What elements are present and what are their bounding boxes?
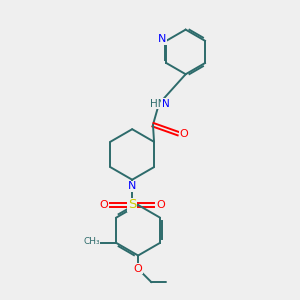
Text: N: N bbox=[162, 99, 169, 109]
Text: S: S bbox=[128, 199, 136, 212]
Text: O: O bbox=[134, 264, 142, 274]
Text: CH₃: CH₃ bbox=[83, 237, 100, 246]
Text: O: O bbox=[99, 200, 108, 210]
Text: O: O bbox=[179, 129, 188, 139]
Text: N: N bbox=[128, 181, 136, 191]
Text: HN: HN bbox=[150, 99, 165, 109]
Text: N: N bbox=[158, 34, 166, 44]
Text: O: O bbox=[157, 200, 165, 210]
